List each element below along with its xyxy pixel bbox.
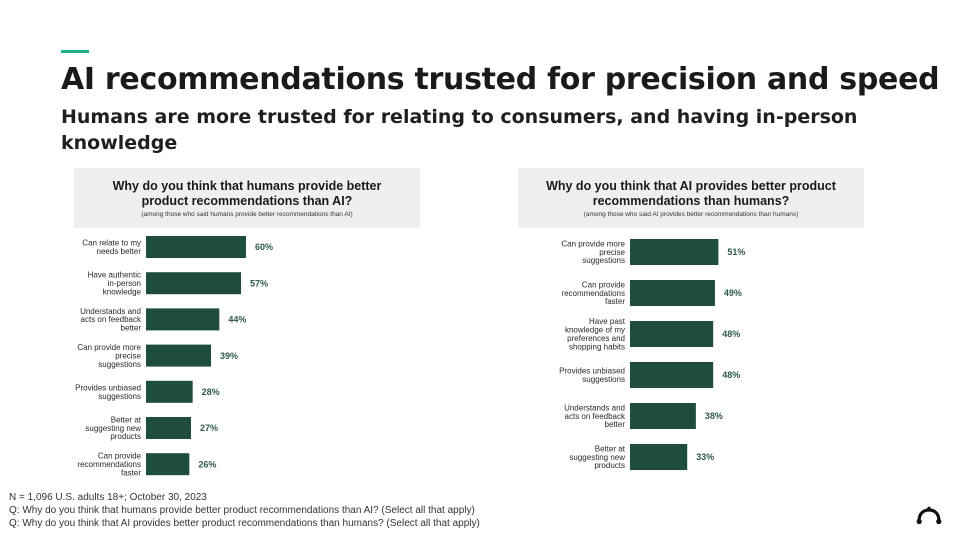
bar: [146, 272, 241, 295]
value-label: 60%: [255, 242, 273, 252]
bar: [630, 280, 715, 306]
bar: [630, 403, 696, 429]
footnote-question-1: Q: Why do you think that humans provide …: [9, 505, 475, 516]
footnote-sample: N = 1,096 U.S. adults 18+; October 30, 2…: [9, 492, 207, 503]
chart-plot: Can provide more precise suggestions 51% Can…: [559, 239, 745, 470]
chart-title: Why do you think that humans provide bet…: [112, 179, 382, 208]
category-label: Provides unbiased suggestions: [75, 383, 141, 400]
category-label: Can provide recommendations faster: [77, 452, 141, 478]
bar: [146, 308, 220, 331]
bar: [146, 344, 211, 367]
category-label: Better at suggesting new products: [85, 415, 141, 441]
slide-title: AI recommendations trusted for precision…: [61, 62, 940, 97]
bar: [630, 239, 719, 265]
category-label: Understands and acts on feedback better: [80, 307, 142, 333]
chart-header: Why do you think that AI provides better…: [518, 168, 864, 228]
footnote: N = 1,096 U.S. adults 18+; October 30, 2…: [9, 491, 480, 530]
value-label: 51%: [727, 247, 745, 257]
category-label: Can relate to my needs better: [82, 239, 141, 256]
bar: [630, 321, 714, 347]
bar: [146, 236, 246, 258]
category-label: Have authentic in-person knowledge: [88, 271, 142, 297]
category-label: Can provide more precise suggestions: [77, 343, 141, 369]
value-label: 26%: [198, 459, 216, 469]
category-label: Better at suggesting new products: [569, 444, 625, 470]
slide-subtitle: Humans are more trusted for relating to …: [61, 106, 858, 154]
value-label: 44%: [228, 315, 246, 325]
value-label: 28%: [202, 387, 220, 397]
title-accent-line: [61, 50, 89, 53]
category-label: Provides unbiased suggestions: [559, 367, 625, 384]
bar: [630, 444, 688, 470]
category-label: Can provide recommendations faster: [561, 280, 625, 306]
chart-title: Why do you think that AI provides better…: [546, 179, 836, 208]
footnote-question-2: Q: Why do you think that AI provides bet…: [9, 518, 480, 529]
surveymonkey-logo-icon: [916, 506, 942, 525]
bar: [146, 417, 191, 439]
value-label: 38%: [705, 411, 723, 421]
category-label: Can provide more precise suggestions: [561, 239, 625, 265]
chart-note: (among those who said humans provide bet…: [141, 211, 353, 218]
value-label: 57%: [250, 278, 268, 288]
value-label: 39%: [220, 351, 238, 361]
chart-note: (among those who said AI provides better…: [583, 211, 799, 218]
chart-humans-better: Why do you think that humans provide bet…: [74, 168, 420, 480]
bar: [146, 453, 190, 476]
bar: [630, 362, 714, 388]
value-label: 48%: [722, 370, 740, 380]
category-label: Understands and acts on feedback better: [564, 403, 626, 429]
chart-header: Why do you think that humans provide bet…: [74, 168, 420, 228]
value-label: 48%: [722, 329, 740, 339]
chart-ai-better: Why do you think that AI provides better…: [518, 168, 864, 480]
value-label: 27%: [200, 423, 218, 433]
value-label: 33%: [696, 452, 714, 462]
category-label: Have past knowledge of my preferences and s…: [565, 317, 626, 351]
value-label: 49%: [724, 288, 742, 298]
chart-plot: Can relate to my needs better 60% Have auth…: [75, 236, 273, 478]
bar: [146, 380, 193, 403]
